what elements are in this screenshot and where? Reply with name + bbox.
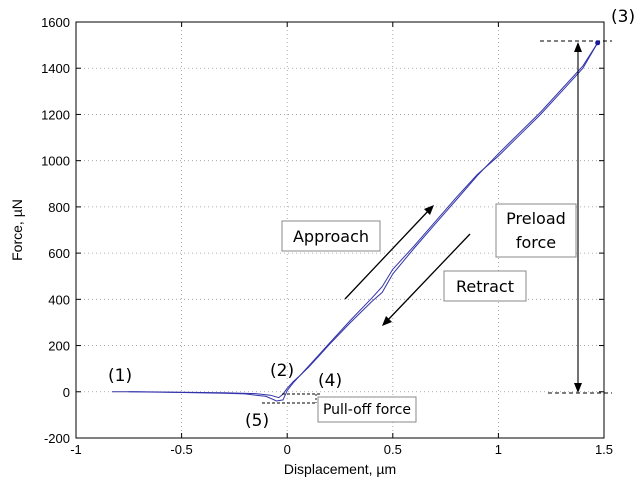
x-tick-label: -0.5	[170, 442, 192, 457]
preload-force-box	[495, 203, 577, 258]
retract-label-box	[443, 270, 527, 302]
x-tick-label: -1	[70, 442, 82, 457]
approach-arrow	[344, 208, 431, 300]
retract-label: Retract	[456, 277, 514, 296]
approach-arrowhead	[424, 205, 434, 215]
y-tick-label: 1400	[41, 61, 70, 76]
y-tick-label: 800	[48, 200, 70, 215]
y-tick-label: 400	[48, 292, 70, 307]
max-load-point	[595, 40, 601, 46]
axis-ticks: -1 -0.5 0 0.5 1 1.5 -200 0 200 400 600 800 1000 1200 1…	[41, 15, 613, 457]
y-tick-label: 600	[48, 246, 70, 261]
x-axis-label: Displacement, µm	[284, 461, 396, 477]
y-tick-label: 1600	[41, 15, 70, 30]
series-line-2	[128, 42, 599, 402]
point-2-label: (2)	[270, 361, 294, 381]
data-series	[111, 42, 599, 402]
y-tick-label: 0	[63, 385, 70, 400]
retract-arrowhead	[382, 316, 392, 326]
x-tick-label: 1	[495, 442, 502, 457]
preload-force-label-line2: force	[516, 233, 556, 252]
point-5-label: (5)	[245, 411, 269, 431]
y-tick-label: 1000	[41, 154, 70, 169]
y-tick-label: -200	[44, 431, 70, 446]
series-line-1	[111, 42, 599, 399]
point-3-label: (3)	[611, 7, 635, 27]
preload-arrowhead-bottom	[574, 383, 582, 393]
preload-arrowhead-top	[574, 42, 582, 52]
point-1-label: (1)	[108, 366, 132, 386]
y-tick-label: 200	[48, 339, 70, 354]
retract-arrow	[385, 233, 471, 323]
pull-off-force-box	[317, 396, 417, 423]
pull-off-force-label: Pull-off force	[323, 402, 411, 418]
approach-label-box	[281, 220, 381, 252]
x-tick-label: 1.5	[595, 442, 613, 457]
preload-force-label-line1: Preload	[506, 209, 566, 228]
y-tick-label: 1200	[41, 107, 70, 122]
approach-label: Approach	[293, 227, 369, 246]
x-tick-label: 0	[284, 442, 291, 457]
y-axis-label: Force, µN	[9, 199, 25, 261]
point-4-label: (4)	[318, 371, 342, 391]
x-tick-label: 0.5	[384, 442, 402, 457]
